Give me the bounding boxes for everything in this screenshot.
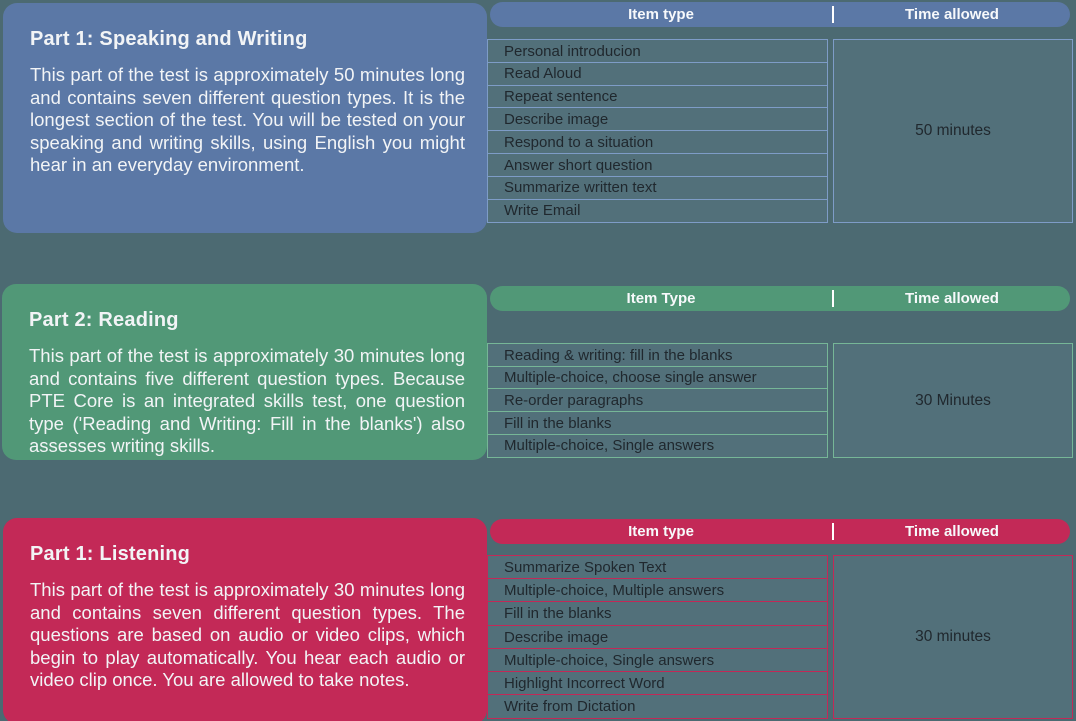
section-title: Part 1: Listening [30, 543, 191, 565]
section-description: This part of the test is approximately 5… [30, 64, 465, 175]
table-row: Multiple-choice, Single answers [487, 433, 828, 459]
time-value: 30 Minutes [915, 391, 991, 409]
header-divider-line [832, 6, 834, 23]
item-rows: Reading & writing: fill in the blanks Mul… [487, 343, 828, 459]
table-row: Personal introducion [487, 39, 828, 64]
time-allowed-header: Time allowed [905, 6, 999, 23]
time-cell: 30 Minutes [833, 343, 1073, 458]
time-value: 30 minutes [915, 628, 991, 645]
table-row: Describe image [487, 624, 828, 650]
item-type-header: Item Type [626, 290, 696, 307]
table-row: Read Aloud [487, 61, 828, 87]
table-row: Reading & writing: fill in the blanks [487, 343, 828, 368]
table-header-pill: Item type Time allowed [490, 2, 1070, 27]
section-panel: Part 1: Speaking and Writing This part o… [3, 3, 487, 233]
table-row: Answer short question [487, 152, 828, 178]
table-row: Fill in the blanks [487, 411, 828, 436]
header-divider-line [832, 290, 834, 307]
item-rows: Personal introducion Read Aloud Repeat sen… [487, 39, 828, 223]
item-type-header: Item type [628, 6, 694, 23]
table-row: Describe image [487, 107, 828, 132]
table-row: Repeat sentence [487, 84, 828, 109]
header-divider-line [832, 523, 834, 540]
table-row: Respond to a situation [487, 130, 828, 155]
table-row: Multiple-choice, Single answers [487, 647, 828, 673]
table-row: Write Email [487, 198, 828, 223]
table-row: Write from Dictation [487, 694, 828, 720]
section-panel: Part 2: Reading This part of the test is… [2, 284, 487, 460]
table-row: Summarize Spoken Text [487, 555, 828, 580]
section-title: Part 2: Reading [29, 309, 179, 331]
time-cell: 30 minutes [833, 555, 1073, 719]
section-title: Part 1: Speaking and Writing [30, 28, 308, 50]
time-value: 50 minutes [915, 122, 991, 139]
time-allowed-header: Time allowed [905, 523, 999, 540]
table-row: Multiple-choice, Multiple answers [487, 578, 828, 603]
table-header-pill: Item Type Time allowed [490, 286, 1070, 311]
section-description: This part of the test is approximately 3… [30, 579, 465, 690]
time-cell: 50 minutes [833, 39, 1073, 223]
section-panel: Part 1: Listening This part of the test … [3, 518, 487, 721]
table-row: Fill in the blanks [487, 601, 828, 627]
section-description: This part of the test is approximately 3… [29, 345, 465, 456]
item-type-header: Item type [628, 523, 694, 540]
table-row: Summarize written text [487, 175, 828, 201]
table-row: Highlight Incorrect Word [487, 671, 828, 696]
table-row: Multiple-choice, choose single answer [487, 365, 828, 390]
table-header-pill: Item type Time allowed [490, 519, 1070, 544]
item-rows: Summarize Spoken Text Multiple-choice, Mu… [487, 555, 828, 720]
time-allowed-header: Time allowed [905, 290, 999, 307]
table-row: Re-order paragraphs [487, 388, 828, 413]
